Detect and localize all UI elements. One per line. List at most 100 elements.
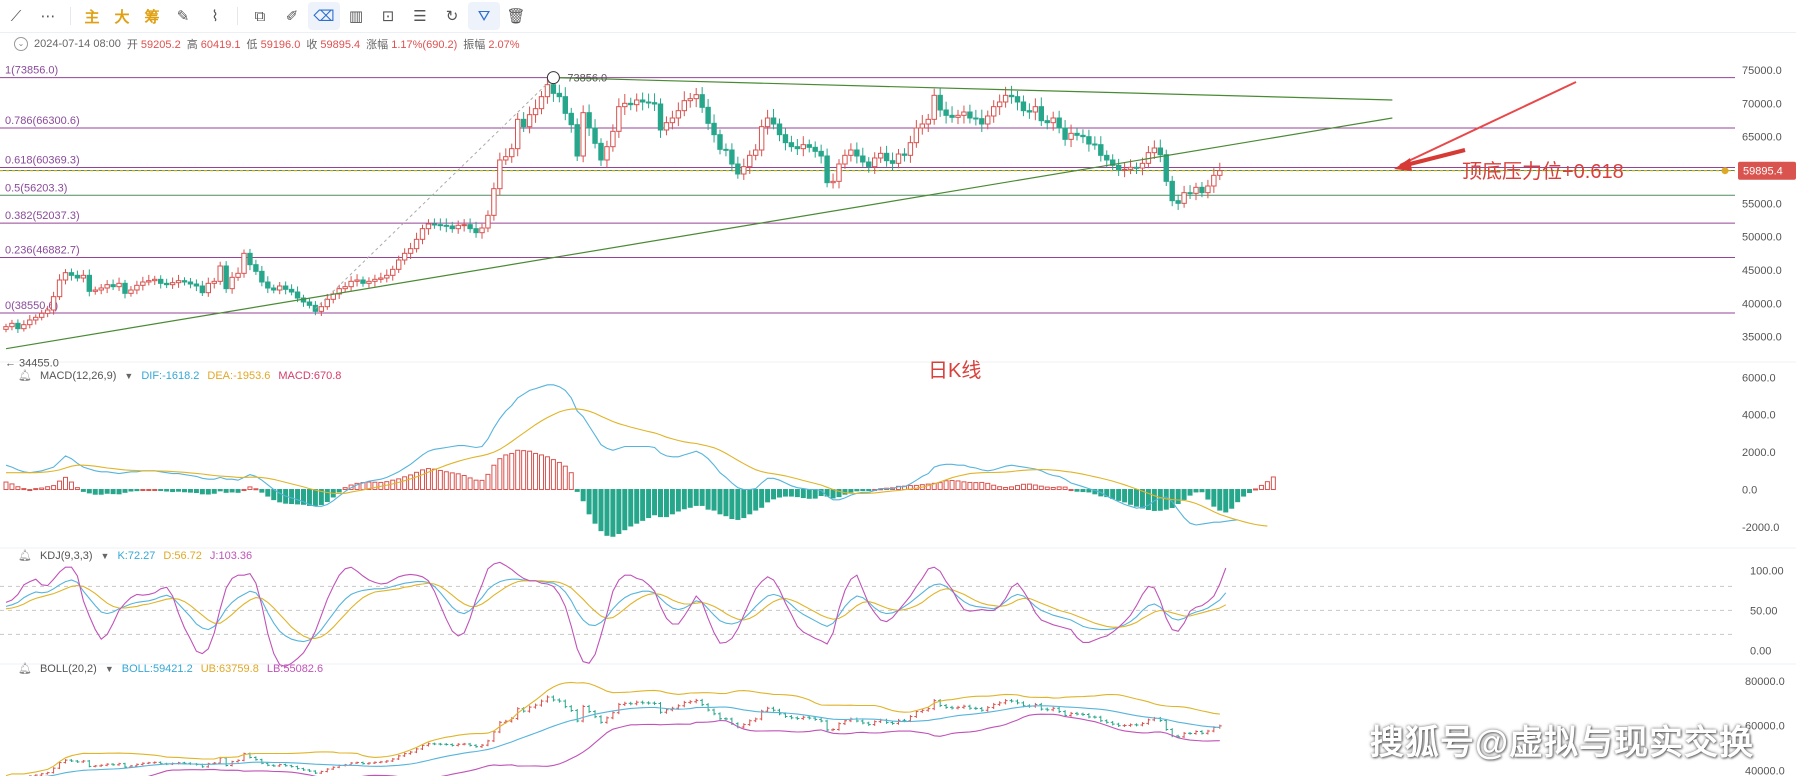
candle-body: [241, 252, 247, 274]
macd-histogram-bar: [324, 489, 330, 502]
main-chart-toggle[interactable]: 主: [84, 8, 100, 26]
candle-body: [580, 112, 586, 157]
candle: [1080, 129, 1086, 144]
macd-histogram-bar: [1122, 489, 1128, 503]
candle-body: [396, 259, 402, 270]
candle-body: [223, 265, 229, 290]
collapse-icon[interactable]: ⌄: [14, 37, 28, 51]
peak-label: 73856.0: [567, 73, 607, 85]
drawing-edit-tool[interactable]: ✎: [176, 8, 190, 25]
boll-ohlc-bar: [860, 719, 865, 725]
macd-histogram-bar: [1205, 489, 1211, 500]
chip-toggle[interactable]: 筹: [144, 8, 160, 26]
candle-body: [651, 102, 658, 105]
macd-histogram-bar: [205, 489, 211, 495]
candle-body: [1121, 168, 1128, 171]
candle: [794, 139, 801, 155]
candle: [140, 276, 146, 291]
eraser-tool[interactable]: ⌫: [308, 2, 340, 30]
macd-histogram-bar: [33, 488, 39, 491]
candle: [824, 148, 830, 188]
copy-tool[interactable]: ⧉: [254, 7, 266, 25]
macd-histogram-bar: [991, 484, 997, 491]
boll-ohlc-bar: [63, 759, 68, 764]
boll-ohlc-bar: [991, 702, 996, 710]
magnet-tool[interactable]: ↻: [445, 8, 459, 25]
candle-body: [883, 152, 890, 162]
pen-tool[interactable]: ✐: [285, 8, 299, 25]
macd-histogram-bar: [1128, 489, 1134, 505]
trend-line-tool[interactable]: ⟋: [10, 7, 22, 25]
price-axis-label: 70000.0: [1742, 98, 1782, 110]
bell-icon[interactable]: 🔔︎: [18, 550, 32, 562]
boll-ohlc-bar: [1122, 724, 1127, 728]
candle: [800, 136, 806, 157]
boll-ohlc-bar: [57, 761, 62, 770]
candle: [1157, 139, 1163, 163]
trendline: [5, 117, 1393, 350]
bar-date: 2024-07-14 08:00: [34, 38, 121, 50]
candle: [128, 286, 134, 297]
boll-ohlc-bar: [956, 705, 960, 710]
boll-dropdown-icon[interactable]: ▼: [104, 663, 114, 674]
filter-tool[interactable]: ⛛: [468, 2, 500, 30]
candle-body: [360, 279, 366, 284]
candle-body: [336, 288, 342, 295]
boll-ohlc-bar: [581, 704, 586, 723]
large-toggle[interactable]: 大: [114, 8, 130, 26]
macd-dropdown-icon[interactable]: ▼: [124, 370, 134, 381]
candle: [455, 220, 461, 234]
delete-tool[interactable]: 🗑: [506, 8, 526, 25]
boll-ohlc-bar: [45, 771, 50, 775]
candle-body: [616, 106, 622, 132]
more-tools[interactable]: ⋯: [40, 8, 56, 25]
candle: [991, 100, 997, 123]
boll-ohlc-bar: [134, 763, 139, 767]
candle-body: [1157, 147, 1163, 156]
boll-ohlc-bar: [1063, 710, 1068, 717]
bell-icon[interactable]: 🔔︎: [18, 663, 32, 675]
boll-ohlc-bar: [87, 760, 92, 768]
macd-histogram-bar: [794, 489, 800, 498]
candlestick-tool[interactable]: ▥: [348, 8, 364, 25]
boll-ohlc-bar: [961, 704, 966, 709]
lock-tool[interactable]: ⊡: [381, 8, 395, 25]
boll-ohlc-bar: [819, 718, 824, 723]
boll-ohlc-bar: [587, 704, 592, 714]
candle-body: [110, 284, 116, 288]
candle-body: [1068, 132, 1074, 140]
rally-arrow: [1399, 81, 1577, 166]
candle: [1032, 98, 1039, 121]
candle-body: [27, 319, 33, 326]
candle-body: [996, 101, 1003, 108]
boll-ohlc-bar: [807, 715, 812, 720]
candle-body: [1074, 132, 1080, 136]
candle-body: [675, 110, 682, 119]
boll-ohlc-bar: [831, 728, 836, 732]
candle: [1062, 120, 1068, 146]
boll-ohlc-bar: [1140, 722, 1145, 727]
macd-histogram-bar: [74, 487, 80, 491]
candle-body: [271, 287, 277, 291]
bell-icon[interactable]: 🔔︎: [18, 370, 32, 382]
kdj-dropdown-icon[interactable]: ▼: [100, 550, 110, 561]
macd-histogram-bar: [806, 489, 812, 499]
brush-tool[interactable]: ⌇: [211, 8, 219, 25]
boll-ohlc-bar: [93, 764, 98, 768]
main-price-panel: 75000.070000.065000.060000.055000.050000…: [0, 65, 1796, 369]
boll-ohlc-bar: [723, 717, 728, 721]
boll-ohlc-bar: [414, 747, 419, 754]
candle-body: [663, 122, 670, 131]
fib-level-label: 0(38550.6): [5, 300, 58, 312]
note-tool[interactable]: ☰: [413, 8, 427, 25]
candle: [491, 182, 497, 221]
macd-histogram-bar: [1175, 489, 1181, 505]
candle-body: [461, 224, 467, 227]
candle: [449, 221, 455, 233]
macd-histogram-bar: [652, 489, 658, 516]
boll-ohlc-bar: [99, 764, 104, 767]
candle: [753, 144, 759, 161]
boll-ohlc-bar: [123, 762, 127, 768]
candle: [931, 88, 937, 125]
